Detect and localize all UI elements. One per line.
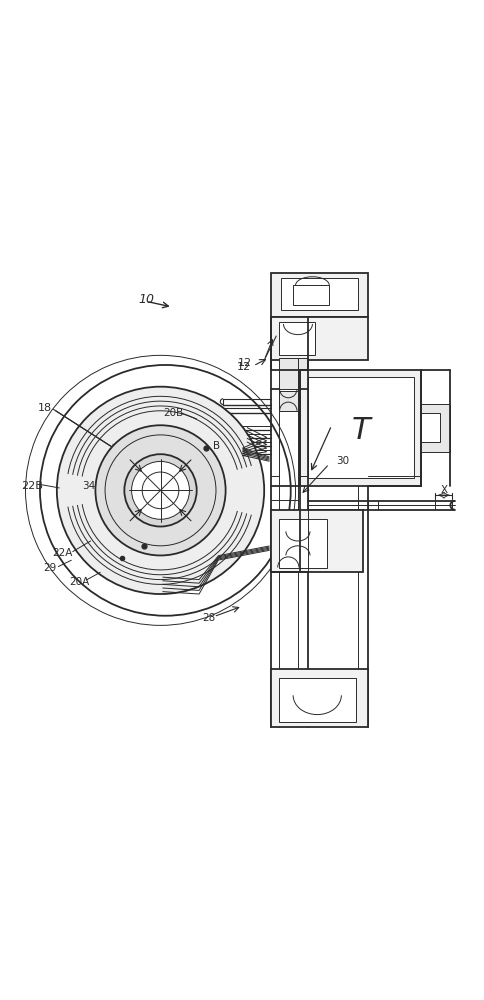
Text: α: α xyxy=(145,433,151,443)
Bar xyxy=(278,519,326,568)
Text: 34: 34 xyxy=(82,481,95,491)
Text: 16: 16 xyxy=(187,431,200,441)
Text: α: α xyxy=(105,494,111,504)
Text: 20A: 20A xyxy=(69,577,89,587)
Text: 28: 28 xyxy=(202,613,215,623)
Bar xyxy=(300,370,420,486)
Bar xyxy=(292,285,329,305)
Text: α: α xyxy=(166,537,172,547)
Text: 22B: 22B xyxy=(21,481,43,491)
Text: 16: 16 xyxy=(199,414,212,424)
Text: T: T xyxy=(350,416,369,445)
Text: X: X xyxy=(439,485,447,495)
Text: 30: 30 xyxy=(336,456,349,466)
Bar xyxy=(297,358,307,389)
Text: B: B xyxy=(213,441,220,451)
Bar xyxy=(278,358,297,389)
Bar xyxy=(271,273,367,317)
Text: C: C xyxy=(188,526,195,536)
Text: 12: 12 xyxy=(236,362,250,372)
Bar xyxy=(420,413,439,442)
Bar xyxy=(307,377,413,478)
Bar xyxy=(278,322,314,355)
Bar xyxy=(271,669,367,727)
Circle shape xyxy=(57,387,264,594)
Text: A: A xyxy=(150,547,156,557)
Text: 20B: 20B xyxy=(163,408,183,418)
Bar xyxy=(278,678,355,722)
Text: 12: 12 xyxy=(238,358,252,368)
Text: 22A: 22A xyxy=(52,548,72,558)
Circle shape xyxy=(124,454,197,527)
Text: 10: 10 xyxy=(138,293,154,306)
Bar xyxy=(420,404,449,452)
Bar xyxy=(281,278,358,310)
Text: 18: 18 xyxy=(38,403,52,413)
Text: α: α xyxy=(209,459,215,469)
Circle shape xyxy=(131,461,189,519)
Bar xyxy=(271,317,367,360)
Circle shape xyxy=(95,425,225,555)
Text: M: M xyxy=(332,509,340,519)
Text: 29: 29 xyxy=(44,563,57,573)
Bar xyxy=(278,391,297,411)
Bar xyxy=(271,510,363,572)
Text: 16: 16 xyxy=(192,423,205,433)
